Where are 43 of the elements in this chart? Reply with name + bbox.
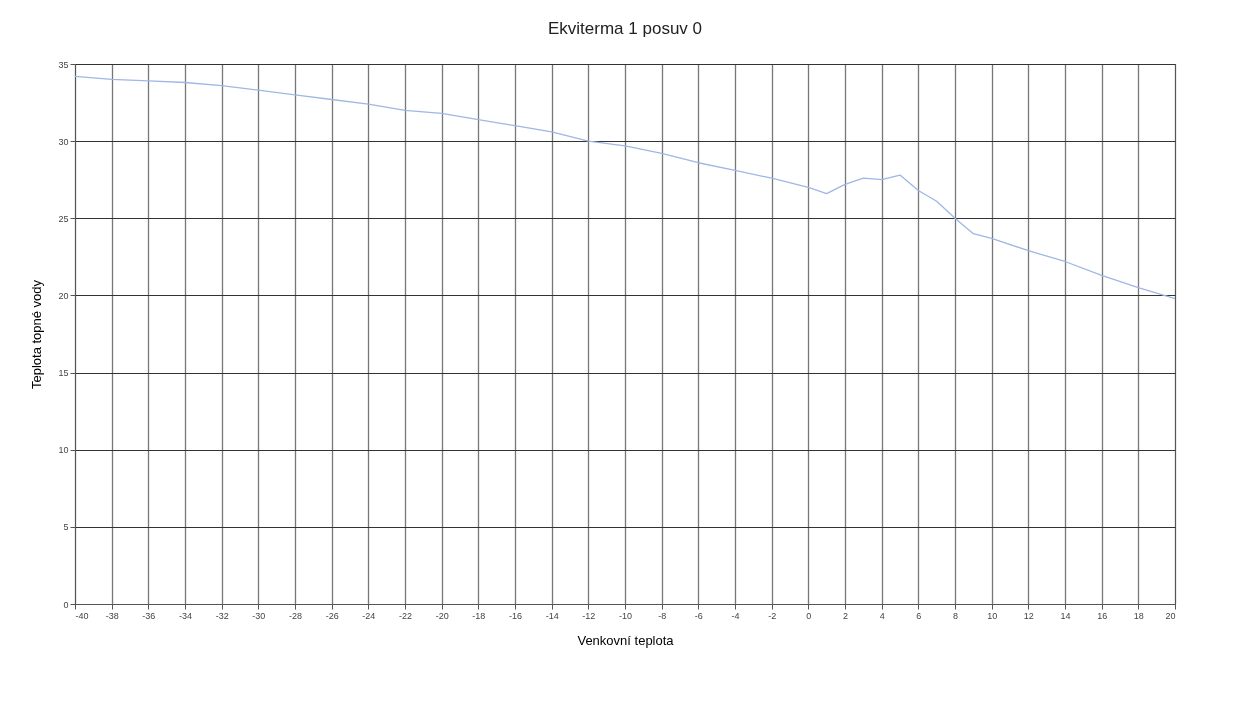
- chart-title: Ekviterma 1 posuv 0: [547, 19, 703, 38]
- x-tick-label: -16: [508, 610, 523, 621]
- x-tick-label: -24: [362, 610, 376, 621]
- x-tick-label: 16: [1097, 610, 1108, 621]
- x-tick-label: 8: [952, 610, 959, 621]
- x-tick-label: -18: [472, 610, 486, 621]
- x-tick-label: -20: [435, 610, 449, 621]
- x-tick-label: 2: [842, 610, 849, 621]
- x-axis-title: Venkovní teplota: [577, 632, 675, 648]
- x-tick-label: -6: [694, 610, 703, 621]
- x-tick-label: -40: [75, 610, 89, 621]
- x-tick-label: -10: [618, 610, 633, 621]
- x-tick-label: -34: [178, 610, 193, 621]
- x-tick-label: -32: [215, 610, 229, 621]
- x-tick-label: -2: [768, 610, 777, 621]
- y-tick-label: 15: [58, 368, 69, 379]
- y-tick-label: 0: [63, 599, 69, 610]
- x-tick-label: -22: [398, 610, 413, 621]
- y-tick-label: 20: [58, 290, 69, 301]
- y-tick-label: 30: [58, 136, 69, 147]
- x-tick-label: -30: [252, 610, 266, 621]
- x-tick-label: 4: [879, 610, 885, 621]
- y-tick-label: 25: [58, 213, 69, 224]
- x-tick-label: -4: [731, 610, 740, 621]
- x-tick-label: 20: [1165, 610, 1176, 621]
- x-tick-label: 14: [1060, 610, 1071, 621]
- x-tick-label: 12: [1023, 610, 1034, 621]
- y-tick-label: 10: [58, 445, 69, 456]
- x-tick-label: 18: [1133, 610, 1144, 621]
- x-tick-label: 6: [916, 610, 922, 621]
- x-tick-label: -36: [142, 610, 156, 621]
- x-tick-label: -14: [545, 610, 559, 621]
- y-axis-title: Teplota topné vody: [29, 279, 45, 390]
- y-tick-label: 5: [63, 522, 69, 533]
- x-tick-label: -28: [288, 610, 303, 621]
- x-tick-label: 0: [806, 610, 812, 621]
- x-tick-label: 10: [987, 610, 998, 621]
- x-tick-label: -26: [325, 610, 339, 621]
- x-tick-label: -38: [105, 610, 119, 621]
- line-series: [74, 75, 1176, 300]
- x-tick-label: -12: [582, 610, 596, 621]
- y-tick-label: 35: [58, 59, 69, 70]
- x-tick-label: -8: [658, 610, 667, 621]
